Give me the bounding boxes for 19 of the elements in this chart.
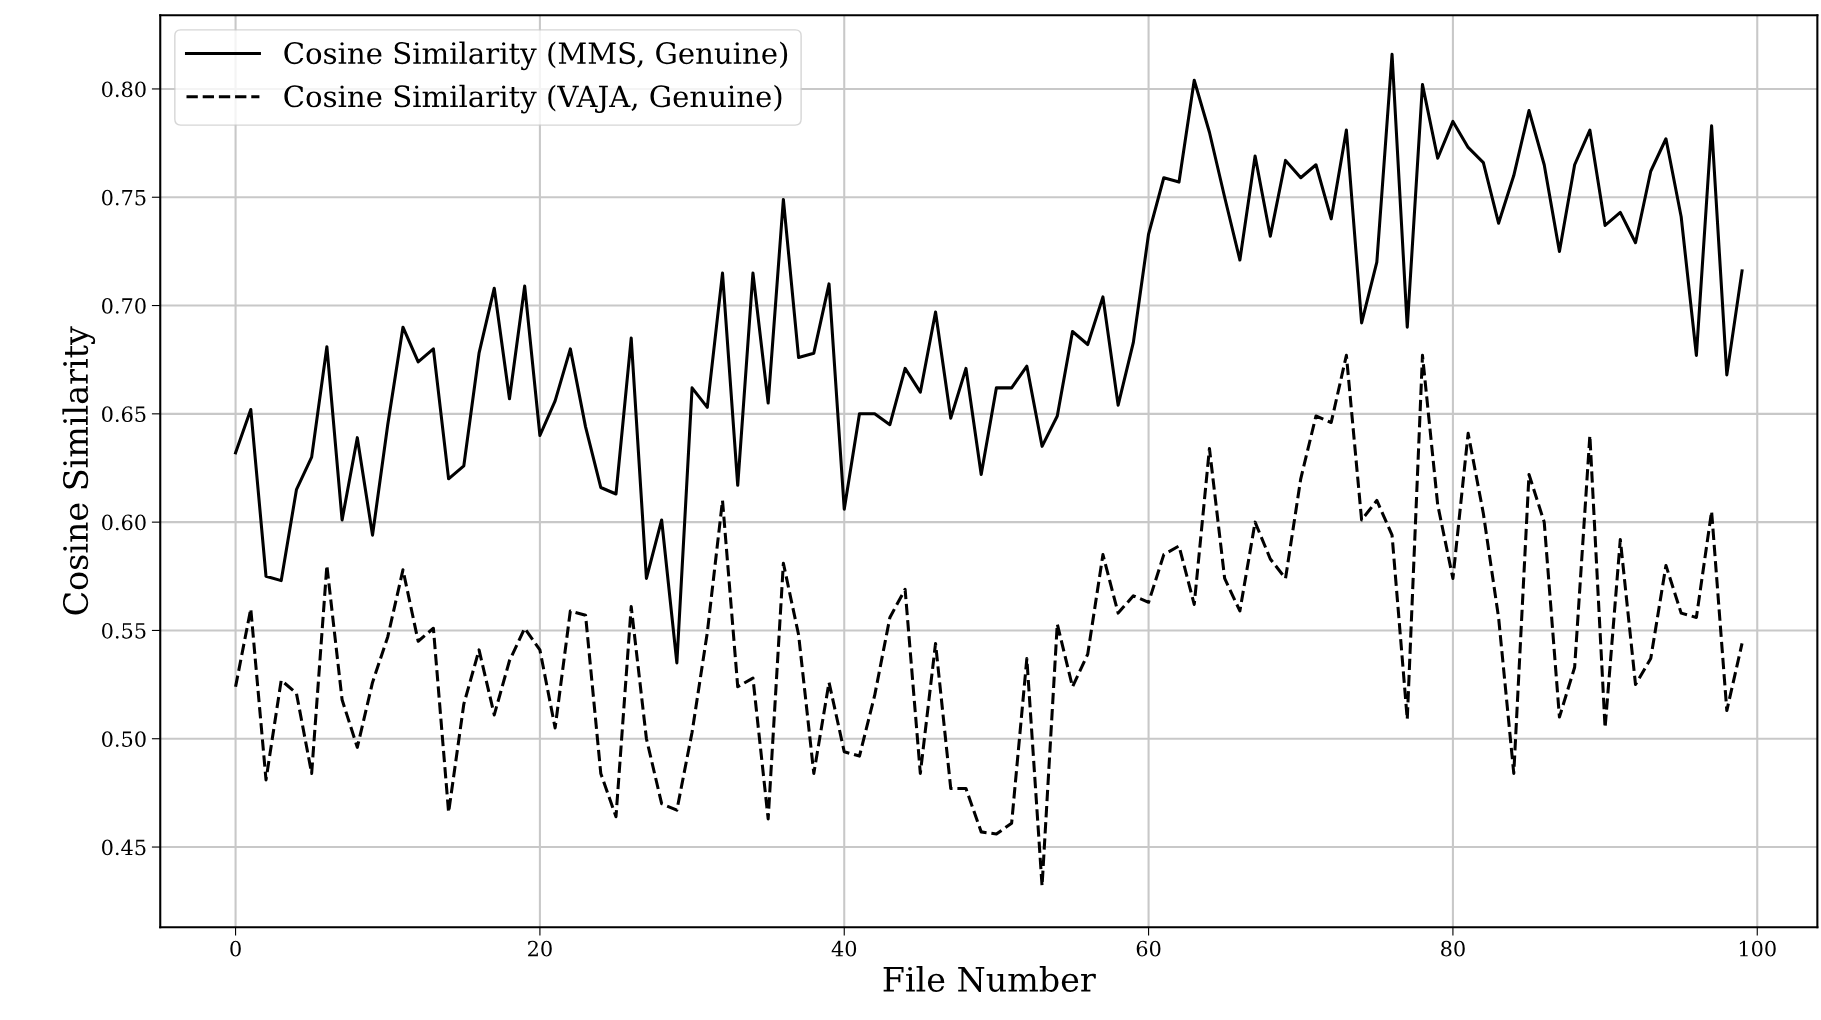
y-tick-label: 0.75 xyxy=(102,189,146,206)
x-tick-label: 80 xyxy=(1441,940,1465,957)
y-axis-title: Cosine Similarity xyxy=(62,326,96,615)
x-tick-label: 0 xyxy=(230,940,241,957)
x-tick-label: 40 xyxy=(831,940,857,957)
y-tick-label: 0.65 xyxy=(102,406,146,423)
y-tick-label: 0.45 xyxy=(102,839,146,856)
y-tick-label: 0.50 xyxy=(102,731,146,747)
x-tick-label: 60 xyxy=(1136,940,1161,957)
y-tick-label: 0.55 xyxy=(102,622,146,639)
x-axis-title: File Number xyxy=(883,966,1096,992)
y-tick-label: 0.80 xyxy=(102,81,146,98)
x-tick-label: 100 xyxy=(1739,940,1776,957)
y-tick-label: 0.70 xyxy=(102,297,146,314)
legend-label: Cosine Similarity (VAJA, Genuine) xyxy=(284,84,782,114)
y-tick-label: 0.60 xyxy=(102,514,146,531)
x-tick-label: 20 xyxy=(528,940,552,957)
line-series xyxy=(234,353,1744,888)
legend-label: Cosine Similarity (MMS, Genuine) xyxy=(284,41,788,71)
